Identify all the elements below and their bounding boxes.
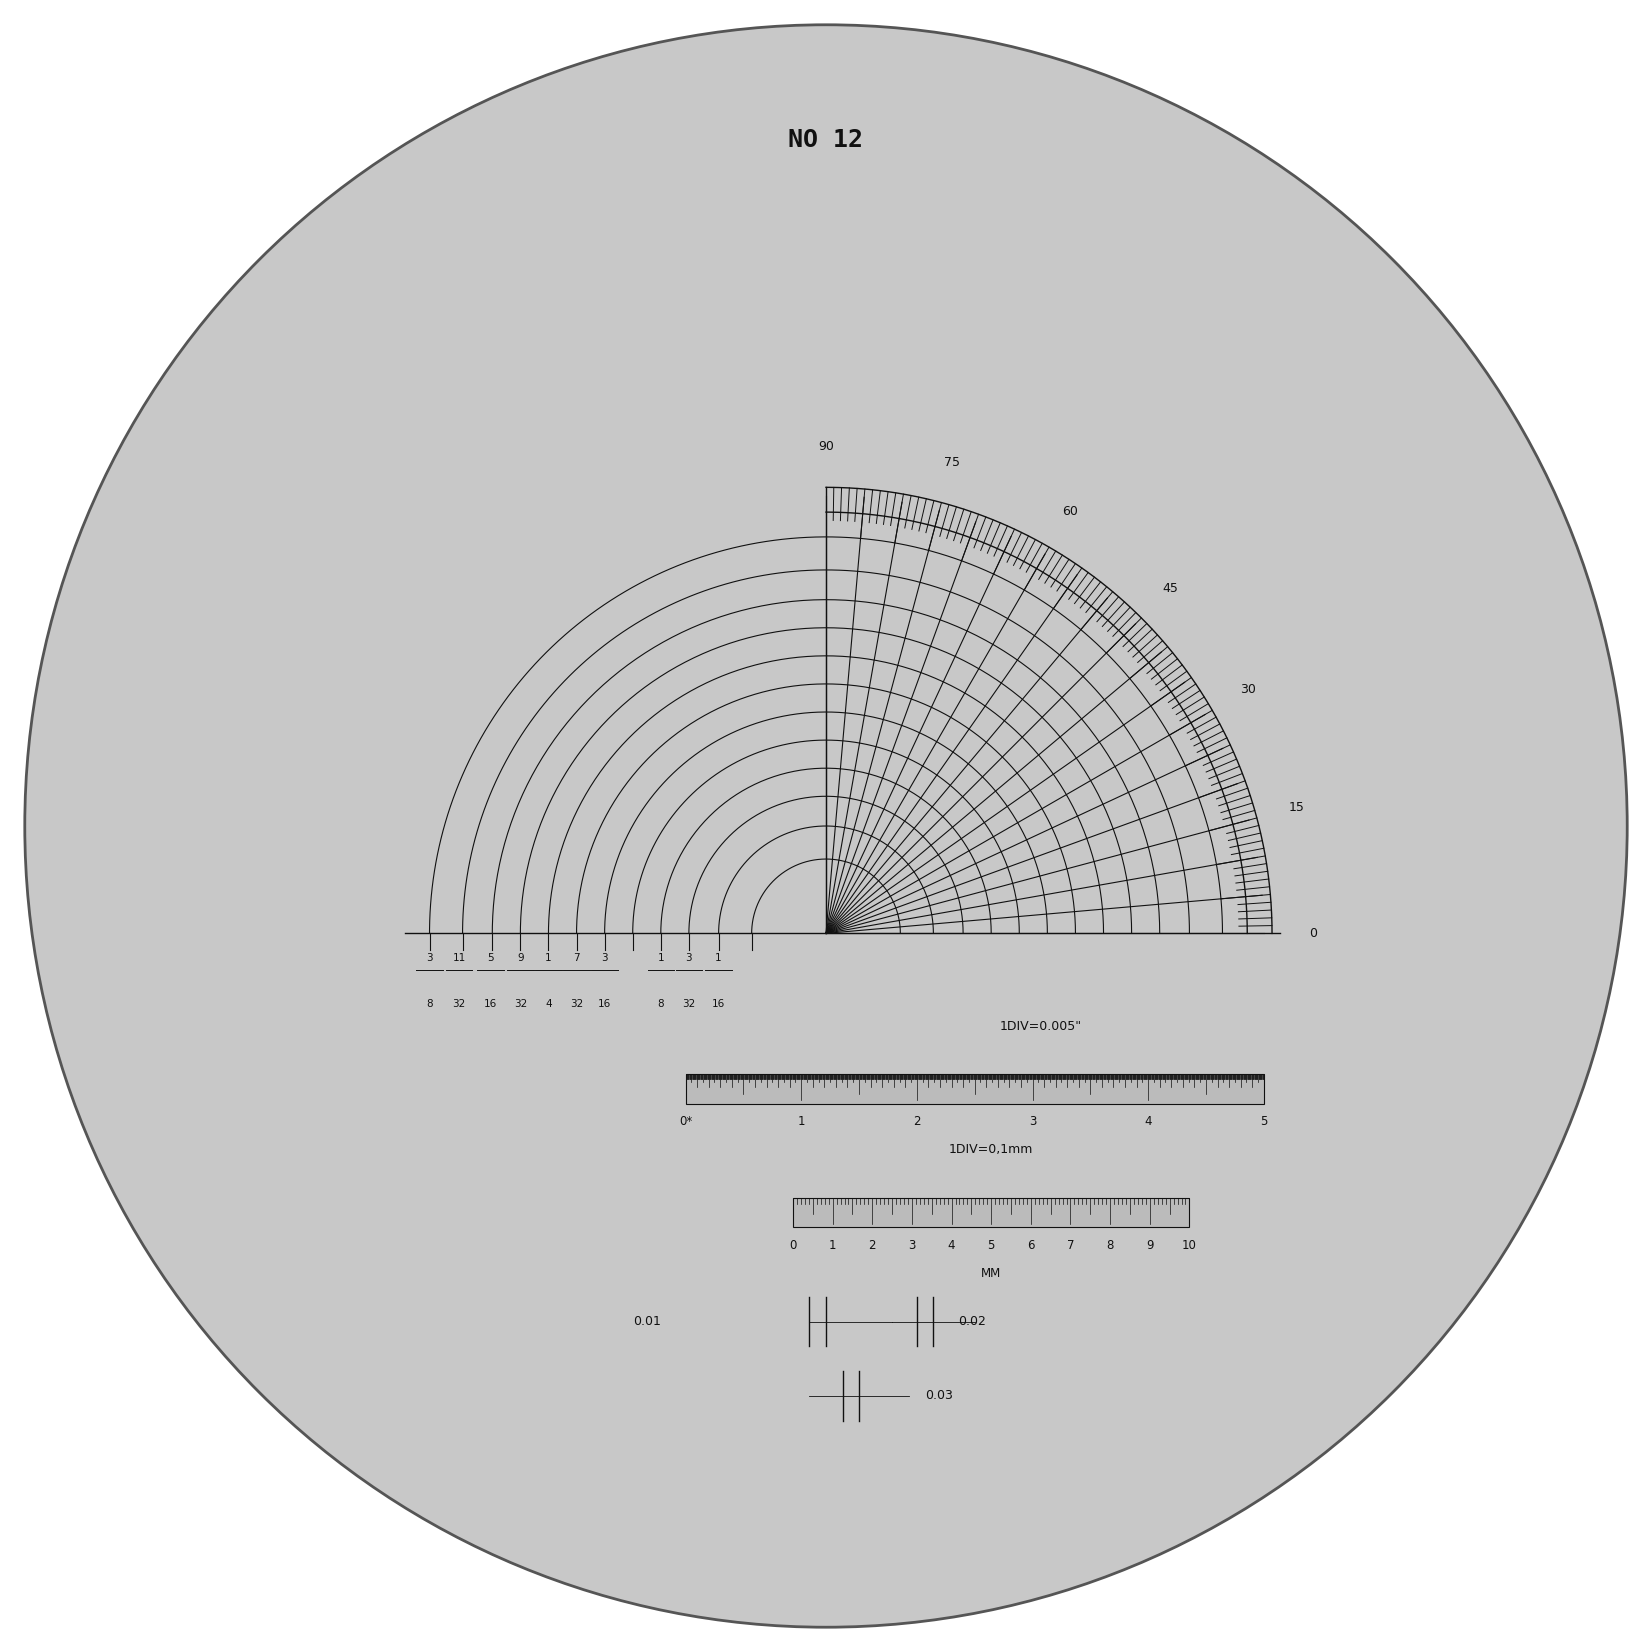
Text: 1: 1 <box>715 953 722 963</box>
Text: 0*: 0* <box>679 1115 692 1128</box>
Text: 1: 1 <box>798 1115 805 1128</box>
Text: 5: 5 <box>1260 1115 1267 1128</box>
Text: 5: 5 <box>487 953 494 963</box>
Text: 7: 7 <box>1067 1239 1074 1252</box>
Text: 1: 1 <box>545 953 552 963</box>
Text: 7: 7 <box>573 953 580 963</box>
Circle shape <box>25 25 1627 1627</box>
Text: 1DIV=0.005": 1DIV=0.005" <box>999 1019 1082 1032</box>
Text: 16: 16 <box>598 999 611 1009</box>
Text: 9: 9 <box>517 953 524 963</box>
Text: 16: 16 <box>712 999 725 1009</box>
Text: 2: 2 <box>914 1115 920 1128</box>
Text: 9: 9 <box>1146 1239 1153 1252</box>
Text: 8: 8 <box>657 999 664 1009</box>
Text: 4: 4 <box>948 1239 955 1252</box>
Text: 32: 32 <box>453 999 466 1009</box>
Text: 2: 2 <box>869 1239 876 1252</box>
Text: 3: 3 <box>601 953 608 963</box>
Bar <box>793 1198 1189 1227</box>
Text: 30: 30 <box>1241 684 1256 695</box>
Text: 4: 4 <box>545 999 552 1009</box>
Text: NO 12: NO 12 <box>788 129 864 152</box>
Text: 1: 1 <box>829 1239 836 1252</box>
Text: 5: 5 <box>988 1239 995 1252</box>
Text: 11: 11 <box>453 953 466 963</box>
Text: 0: 0 <box>1310 927 1317 940</box>
Text: 4: 4 <box>1145 1115 1151 1128</box>
Text: 32: 32 <box>570 999 583 1009</box>
Text: 60: 60 <box>1062 506 1077 517</box>
Text: 1: 1 <box>657 953 664 963</box>
Bar <box>686 1074 1264 1104</box>
Text: 8: 8 <box>1107 1239 1113 1252</box>
Text: 32: 32 <box>514 999 527 1009</box>
Text: MM: MM <box>981 1267 1001 1280</box>
Text: 32: 32 <box>682 999 695 1009</box>
Text: 15: 15 <box>1289 801 1305 814</box>
Text: 3: 3 <box>426 953 433 963</box>
Text: 0: 0 <box>790 1239 796 1252</box>
Text: 0.02: 0.02 <box>958 1315 986 1328</box>
Text: 3: 3 <box>909 1239 915 1252</box>
Text: 0.01: 0.01 <box>633 1315 661 1328</box>
Text: 90: 90 <box>818 439 834 453</box>
Text: 6: 6 <box>1028 1239 1034 1252</box>
Text: 0.03: 0.03 <box>925 1389 953 1403</box>
Text: 3: 3 <box>686 953 692 963</box>
Text: 45: 45 <box>1163 582 1178 595</box>
Text: 75: 75 <box>945 456 960 469</box>
Text: 3: 3 <box>1029 1115 1036 1128</box>
Text: 16: 16 <box>484 999 497 1009</box>
Text: 10: 10 <box>1181 1239 1198 1252</box>
Text: 1DIV=0,1mm: 1DIV=0,1mm <box>948 1143 1034 1156</box>
Text: 8: 8 <box>426 999 433 1009</box>
